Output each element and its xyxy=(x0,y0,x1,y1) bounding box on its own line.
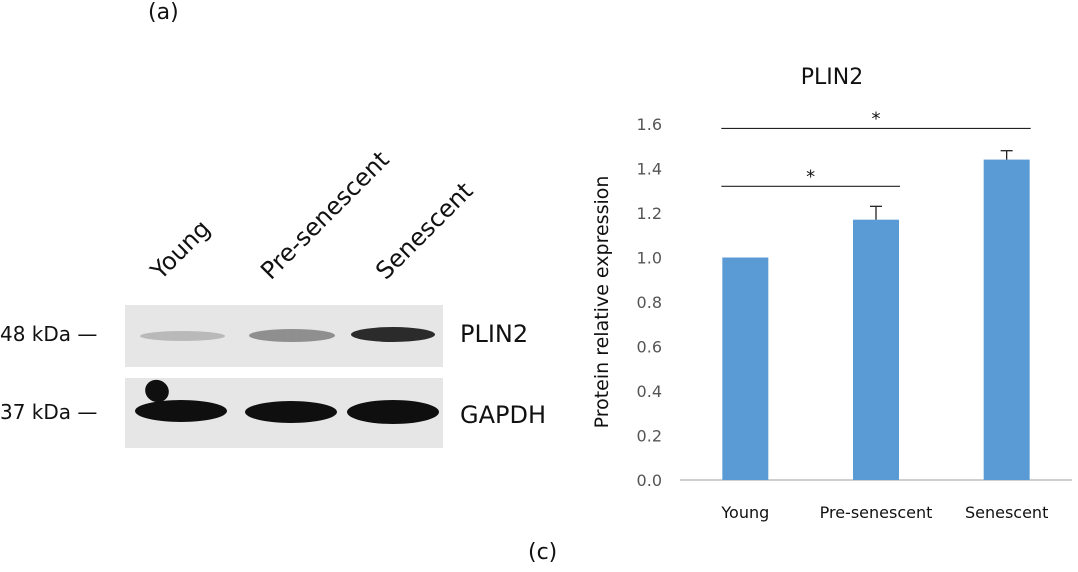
blot-plin2 xyxy=(125,305,443,367)
y-tick-label: 1.0 xyxy=(637,249,662,268)
marker-48kda: 48 kDa — xyxy=(0,322,98,346)
bar-pre-senescent xyxy=(853,219,899,481)
y-tick-label: 0.0 xyxy=(637,471,662,490)
protein-label-plin2: PLIN2 xyxy=(460,320,529,348)
panel-label-a: (a) xyxy=(148,0,179,25)
band-plin2-senescent xyxy=(351,327,435,342)
y-axis-label: Protein relative expression xyxy=(591,176,613,429)
chart-title: PLIN2 xyxy=(801,65,863,90)
band-plin2-young xyxy=(140,331,225,341)
y-tick-label: 0.6 xyxy=(637,338,662,357)
band-gapdh-pre-senescent xyxy=(245,401,337,423)
x-tick-label: Young xyxy=(720,503,769,522)
bar-young xyxy=(722,257,769,480)
band-plin2-pre-senescent xyxy=(249,329,335,342)
band-gapdh-senescent xyxy=(347,400,439,424)
x-tick-label: Pre-senescent xyxy=(820,503,933,522)
band-gapdh-young xyxy=(135,400,227,422)
significance-annotations: ** xyxy=(721,108,1031,187)
marker-37kda: 37 kDa — xyxy=(0,400,98,424)
x-tick-label: Senescent xyxy=(965,503,1048,522)
y-tick-label: 1.2 xyxy=(637,204,662,223)
panel-label-c: (c) xyxy=(528,540,558,565)
bar-senescent xyxy=(983,159,1030,480)
y-tick-label: 1.6 xyxy=(637,115,662,134)
y-tick-label: 1.4 xyxy=(637,160,662,179)
y-tick-label: 0.4 xyxy=(637,382,662,401)
significance-star: * xyxy=(806,166,815,187)
y-tick-label: 0.8 xyxy=(637,293,662,312)
y-tick-label: 0.2 xyxy=(637,427,662,446)
error-bars xyxy=(870,150,1013,220)
significance-star: * xyxy=(872,108,881,129)
blot-gapdh xyxy=(125,378,443,448)
protein-label-gapdh: GAPDH xyxy=(460,401,547,429)
axes: 0.0 0.2 0.4 0.6 0.8 1.0 1.2 1.4 1.6 Young Pre-sene… xyxy=(637,115,1072,522)
bars xyxy=(722,159,1030,481)
